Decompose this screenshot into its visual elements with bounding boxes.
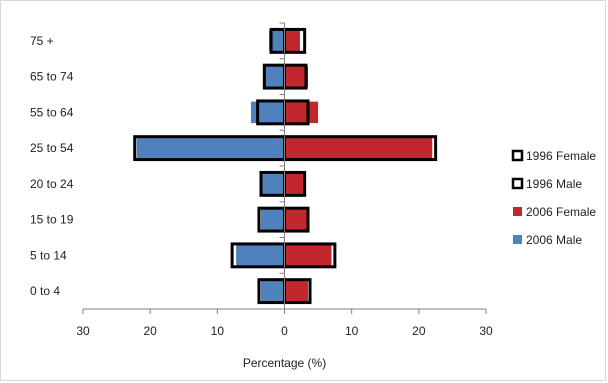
category-labels: 0 to 4 5 to 14 15 to 19 20 to 24 25 to 54 55 … bbox=[30, 34, 74, 298]
legend-swatch-1996-female bbox=[511, 149, 524, 162]
bar-2006-male-0-to-4 bbox=[260, 280, 285, 302]
legend-swatch-1996-male bbox=[511, 177, 524, 190]
category-label: 75 + bbox=[30, 34, 54, 48]
bar-2006-female-15-to-19 bbox=[284, 208, 307, 231]
x-tick-label: 0 bbox=[281, 324, 288, 338]
bar-2006-male-55-to-64 bbox=[250, 101, 285, 124]
x-tick-label: 30 bbox=[76, 324, 90, 338]
category-label: 5 to 14 bbox=[30, 248, 67, 262]
legend-label-1996-male: 1996 Male bbox=[526, 177, 582, 191]
category-label: 55 to 64 bbox=[30, 105, 74, 119]
category-label: 15 to 19 bbox=[30, 213, 74, 227]
x-tick-labels: 30 20 10 0 10 20 30 bbox=[76, 324, 493, 338]
x-tick-label: 30 bbox=[479, 324, 493, 338]
category-label: 20 to 24 bbox=[30, 177, 74, 191]
bar-2006-female-20-to-24 bbox=[284, 173, 306, 195]
filled-bars-layer bbox=[136, 30, 433, 302]
x-axis-title: Percentage (%) bbox=[243, 356, 326, 370]
bar-2006-male-15-to-19 bbox=[260, 208, 285, 231]
bar-2006-male-65-to-74 bbox=[264, 65, 285, 88]
bar-2006-female-55-to-64 bbox=[284, 101, 319, 124]
x-tick-label: 10 bbox=[345, 324, 359, 338]
bar-2006-female-65-to-74 bbox=[284, 65, 309, 88]
x-tick-label: 10 bbox=[211, 324, 225, 338]
axes-layer bbox=[82, 22, 487, 314]
outline-bars-layer bbox=[133, 27, 438, 305]
category-label: 0 to 4 bbox=[30, 284, 60, 298]
bar-2006-male-25-to-54 bbox=[136, 137, 285, 159]
x-tick-label: 20 bbox=[412, 324, 426, 338]
bar-2006-female-5-to-14 bbox=[284, 244, 332, 267]
bar-2006-male-75 bbox=[269, 30, 285, 52]
x-tick-label: 20 bbox=[143, 324, 157, 338]
category-label: 25 to 54 bbox=[30, 141, 74, 155]
legend-swatch-2006-female bbox=[513, 207, 522, 216]
legend-label-1996-female: 1996 Female bbox=[526, 149, 596, 163]
legend-swatch-2006-male bbox=[513, 235, 522, 244]
bar-2006-male-5-to-14 bbox=[236, 244, 285, 267]
legend-label-2006-male: 2006 Male bbox=[526, 233, 582, 247]
bar-2006-male-20-to-24 bbox=[260, 173, 285, 195]
bar-2006-female-0-to-4 bbox=[284, 280, 309, 302]
bar-2006-female-75 bbox=[284, 30, 300, 52]
legend: 1996 Female 1996 Male 2006 Female 2006 Male bbox=[511, 149, 596, 247]
bar-2006-female-25-to-54 bbox=[284, 137, 433, 159]
legend-label-2006-female: 2006 Female bbox=[526, 205, 596, 219]
category-label: 65 to 74 bbox=[30, 70, 74, 84]
